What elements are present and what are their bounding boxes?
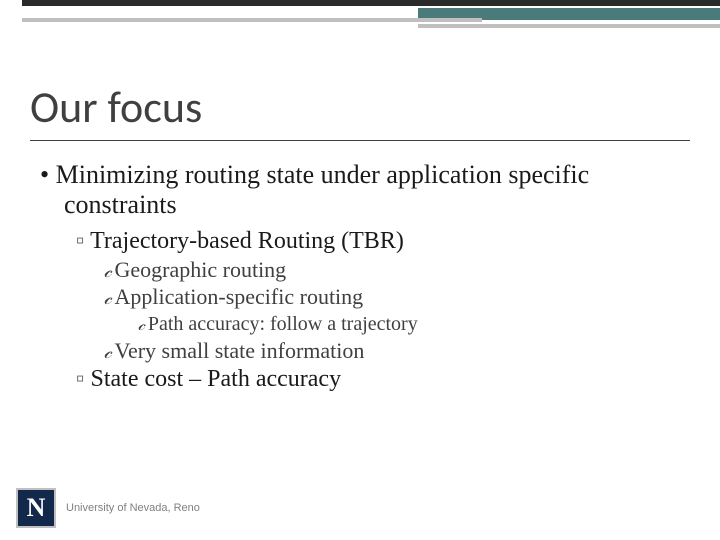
bullet-level-4: 𝒸Path accuracy: follow a trajectory <box>40 311 680 337</box>
bullet-text: Application-specific routing <box>115 284 364 309</box>
bullet-level-2: State cost – Path accuracy <box>40 364 680 394</box>
swirl-icon: 𝒸 <box>104 261 111 282</box>
bullet-level-3: 𝒸Very small state information <box>40 337 680 365</box>
bullet-text: Path accuracy: follow a trajectory <box>148 313 418 335</box>
bullet-level-3: 𝒸Application-specific routing <box>40 283 680 311</box>
bullet-level-3: 𝒸Geographic routing <box>40 256 680 284</box>
university-name: University of Nevada, Reno <box>66 502 200 514</box>
slide-body: Minimizing routing state under applicati… <box>40 160 680 394</box>
title-underline <box>30 140 690 141</box>
swirl-icon: 𝒸 <box>104 342 111 363</box>
university-logo: N <box>16 488 56 528</box>
bullet-text: Geographic routing <box>115 257 287 282</box>
bullet-level-1: Minimizing routing state under applicati… <box>40 160 680 220</box>
swirl-icon: 𝒸 <box>104 288 111 309</box>
swirl-icon: 𝒸 <box>138 315 144 334</box>
bullet-text: Very small state information <box>115 338 365 363</box>
deco-bar-dark <box>22 0 720 6</box>
footer: N University of Nevada, Reno <box>16 488 200 528</box>
bullet-level-2: Trajectory-based Routing (TBR) <box>40 226 680 256</box>
slide-title: Our focus <box>30 80 202 134</box>
deco-bar-gray-1 <box>22 18 482 22</box>
deco-bar-gray-2 <box>418 24 720 28</box>
header-decoration <box>0 0 720 36</box>
